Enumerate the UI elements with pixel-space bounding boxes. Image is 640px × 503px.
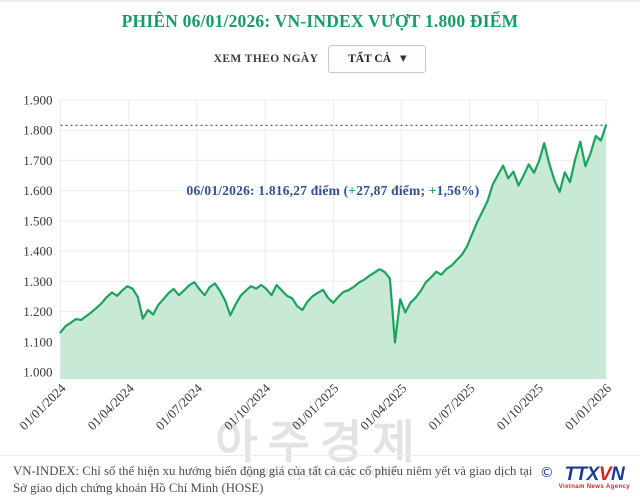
x-tick-label: 01/04/2025 <box>357 381 409 433</box>
controls-row: XEM THEO NGÀY TẤT CẢ ▼ <box>0 45 640 73</box>
y-tick-label: 1.300 <box>23 274 52 289</box>
ttxvn-logo-n: N <box>611 464 625 485</box>
annotation-prefix: 06/01/2026: 1.816,27 điểm ( <box>186 183 349 198</box>
annotation-plus-percent: + <box>428 183 437 198</box>
ttxvn-logo-v: V <box>598 464 612 485</box>
y-tick-label: 1.900 <box>23 93 52 108</box>
annotation-plus-points: + <box>348 183 357 198</box>
price-line <box>59 124 608 344</box>
x-tick-label: 01/01/2024 <box>16 380 69 433</box>
x-tick-label: 01/04/2024 <box>84 380 137 433</box>
chart-area: 1.900 1.800 1.700 1.600 1.500 1.400 1.300 1.200… <box>0 87 640 462</box>
y-tick-label: 1.700 <box>23 153 52 168</box>
x-tick-label: 01/07/2025 <box>425 381 477 433</box>
ttxvn-logo: TTXVN Vietnam News Agency <box>558 464 630 491</box>
x-tick-label: 01/01/2026 <box>562 380 615 433</box>
chevron-down-icon: ▼ <box>400 54 407 64</box>
page-title: PHIÊN 06/01/2026: VN-INDEX VƯỢT 1.800 ĐI… <box>121 11 519 31</box>
annotation-percent: 1,56%) <box>436 183 480 198</box>
copyright-icon: © <box>539 465 554 481</box>
y-tick-label: 1.200 <box>23 304 52 319</box>
chart-annotation: 06/01/2026: 1.816,27 điểm (+27,87 điểm; … <box>60 183 606 199</box>
x-tick-label: 01/07/2024 <box>153 380 206 433</box>
y-tick-label: 1.100 <box>23 334 52 349</box>
period-dropdown-value: TẤT CẢ <box>348 53 392 65</box>
view-by-label: XEM THEO NGÀY <box>213 53 319 65</box>
period-dropdown[interactable]: TẤT CẢ ▼ <box>328 45 427 73</box>
vnindex-chart: 1.900 1.800 1.700 1.600 1.500 1.400 1.300 1.200… <box>16 93 615 434</box>
x-tick-label: 01/01/2025 <box>289 381 341 433</box>
x-tick-label: 01/10/2024 <box>221 380 274 433</box>
ttxvn-logo-block: © TTXVN Vietnam News Agency <box>540 463 630 491</box>
y-tick-label: 1.600 <box>23 183 52 198</box>
y-tick-label: 1.500 <box>23 213 52 228</box>
y-tick-label: 1.000 <box>23 365 52 380</box>
x-tick-label: 01/10/2025 <box>493 381 545 433</box>
y-tick-label: 1.800 <box>23 123 52 138</box>
watermark: 아주경제 <box>215 415 425 469</box>
chart-description: VN-INDEX: Chỉ số thể hiện xu hướng biến … <box>13 464 533 495</box>
footer: VN-INDEX: Chỉ số thể hiện xu hướng biến … <box>0 455 640 503</box>
watermark-url: www.ajunews.com <box>243 463 397 481</box>
y-tick-label: 1.400 <box>23 244 52 259</box>
ttxvn-logo-ttx: TTX <box>564 464 599 485</box>
ttxvn-logo-subtitle: Vietnam News Agency <box>558 484 630 491</box>
annotation-change: 27,87 điểm; <box>356 183 429 198</box>
area-fill <box>60 125 606 379</box>
